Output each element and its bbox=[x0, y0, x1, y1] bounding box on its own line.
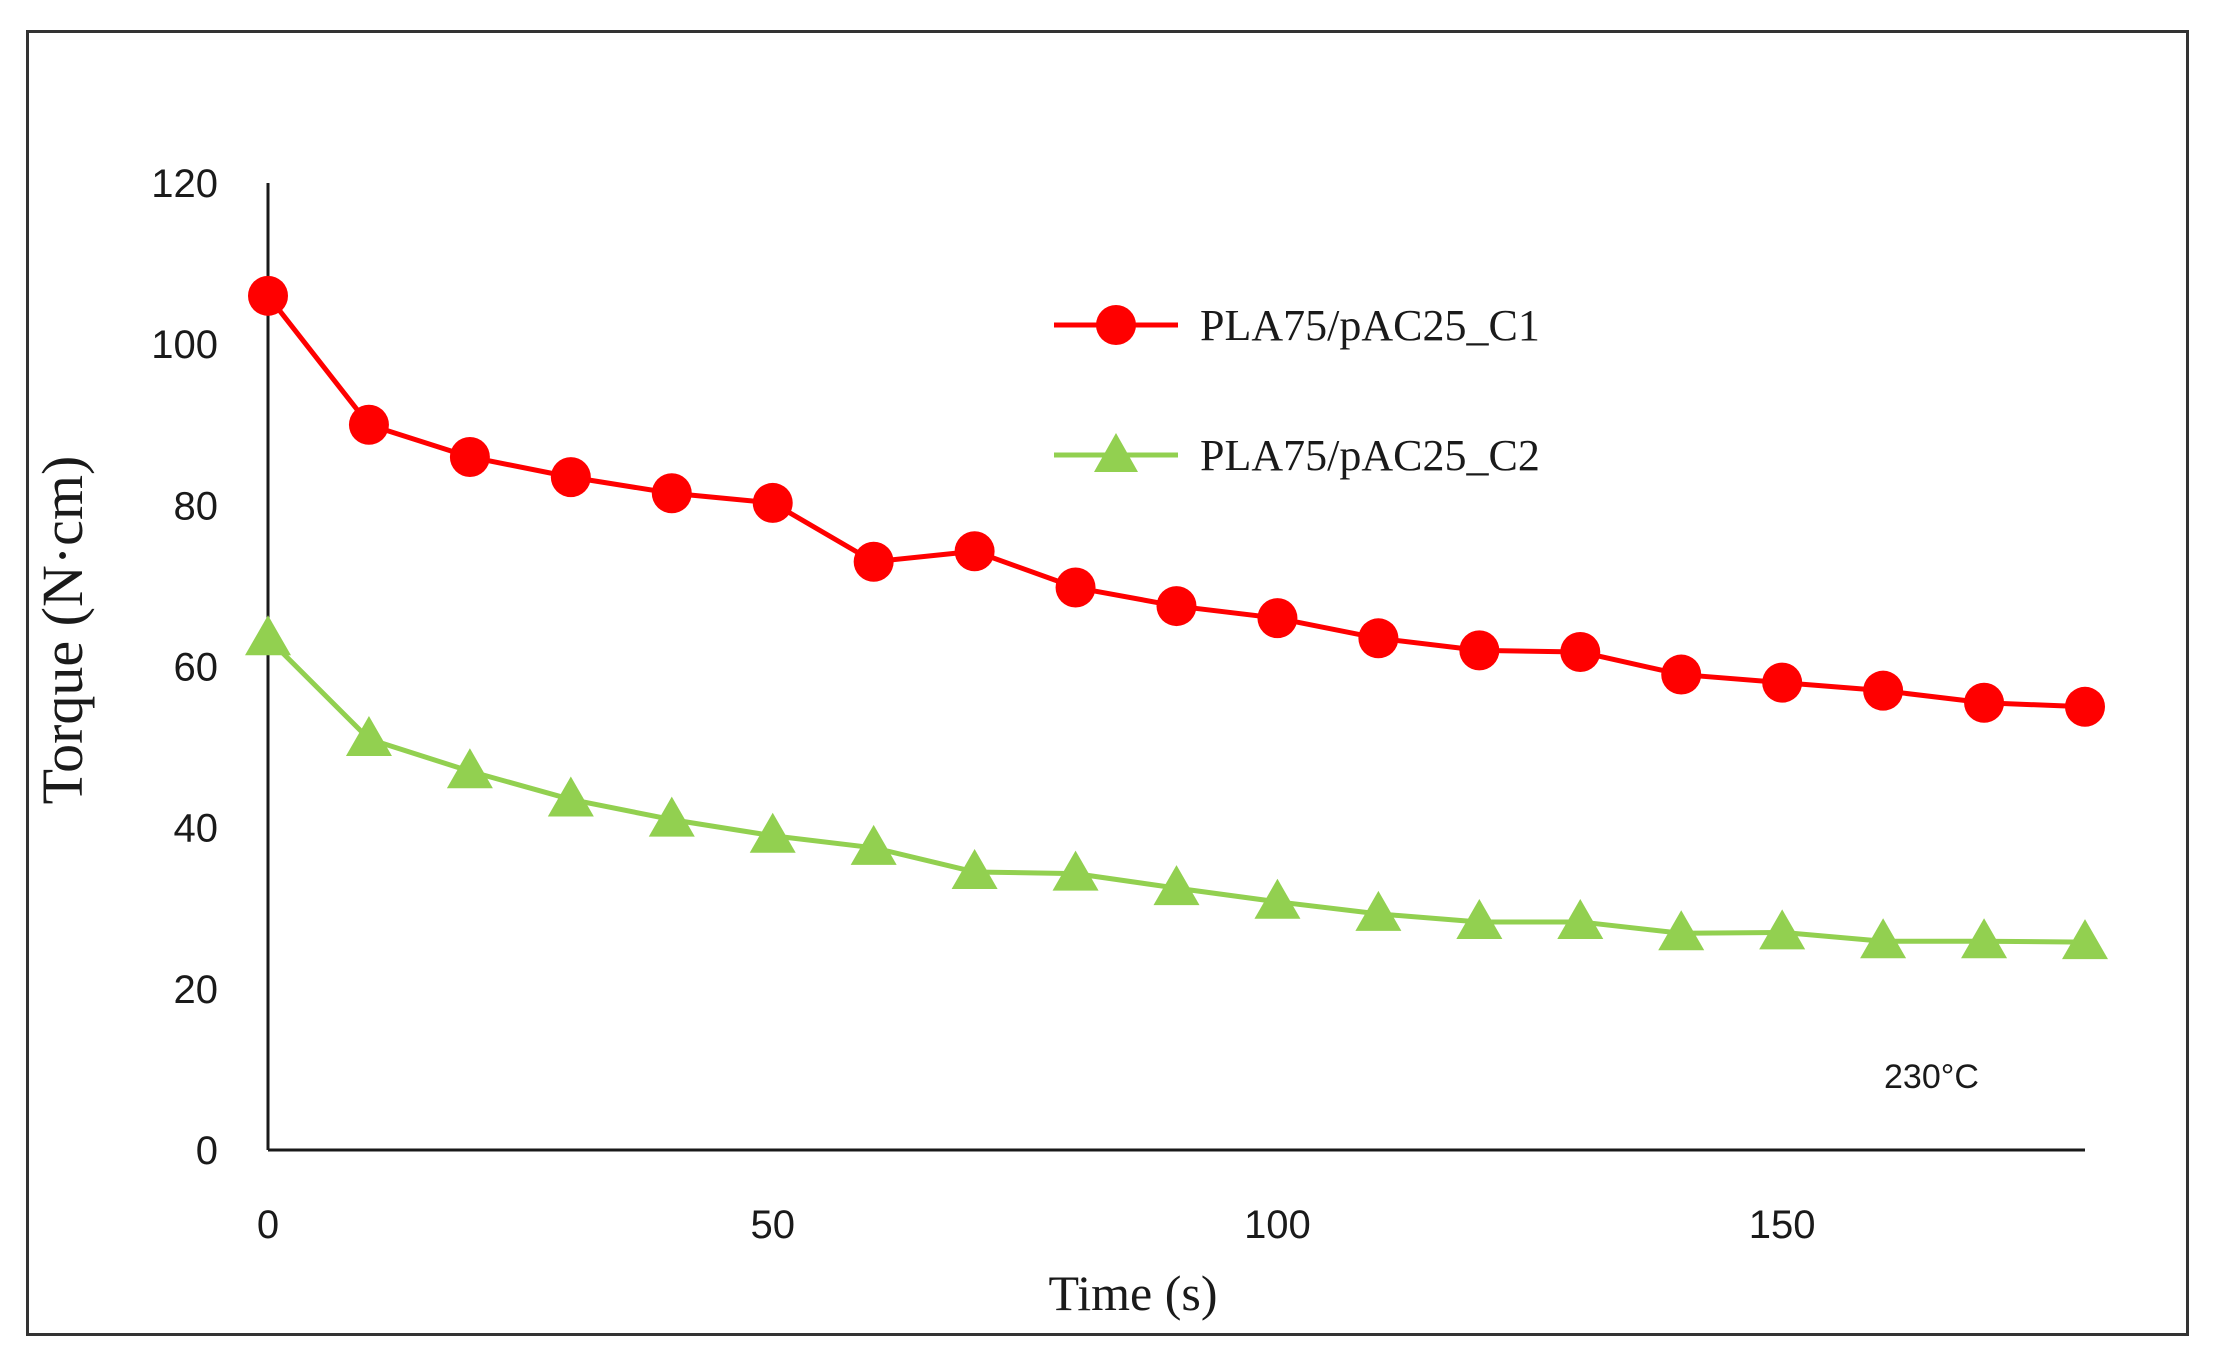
legend-label-c2: PLA75/pAC25_C2 bbox=[1200, 431, 1540, 480]
y-tick-label-40: 40 bbox=[174, 807, 219, 851]
data-point-s2-x130 bbox=[1557, 898, 1604, 939]
data-point-s2-x10 bbox=[345, 716, 392, 757]
data-point-s2-x50 bbox=[749, 812, 796, 853]
data-point-s1-x20 bbox=[449, 436, 490, 477]
temperature-annotation: 230°C bbox=[1884, 1058, 1979, 1096]
legend-marker-c2 bbox=[1094, 433, 1138, 472]
data-point-s2-x0 bbox=[245, 615, 291, 656]
data-point-s1-x0 bbox=[248, 275, 288, 316]
series-layer bbox=[245, 275, 2108, 960]
y-axis-title: Torque (N·cm) bbox=[30, 456, 95, 805]
data-point-s2-x150 bbox=[1759, 909, 1806, 950]
y-tick-label-80: 80 bbox=[174, 484, 219, 528]
legend-label-c1: PLA75/pAC25_C1 bbox=[1200, 301, 1540, 350]
data-point-s2-x160 bbox=[1860, 918, 1907, 959]
series-2 bbox=[245, 615, 2108, 960]
data-point-s2-x170 bbox=[1961, 918, 2008, 959]
axes bbox=[266, 183, 2085, 1152]
data-point-s2-x80 bbox=[1052, 850, 1099, 891]
data-point-s2-x140 bbox=[1658, 910, 1705, 951]
x-tick-label-150: 150 bbox=[1749, 1203, 1816, 1247]
data-point-s2-x40 bbox=[648, 796, 695, 837]
legend: PLA75/pAC25_C1 PLA75/pAC25_C2 bbox=[1054, 301, 1540, 480]
x-tick-label-50: 50 bbox=[750, 1203, 795, 1247]
y-tick-labels: 0 20 40 60 80 100 120 bbox=[151, 162, 218, 1173]
series-1 bbox=[248, 275, 2105, 727]
data-point-s1-x110 bbox=[1358, 618, 1399, 659]
x-axis-title: Time (s) bbox=[1048, 1265, 1217, 1321]
x-tick-label-0: 0 bbox=[257, 1203, 279, 1247]
y-tick-label-0: 0 bbox=[196, 1129, 218, 1173]
data-point-s1-x180 bbox=[2065, 686, 2105, 727]
x-tick-labels: 0 50 100 150 bbox=[257, 1203, 1816, 1247]
data-point-s1-x40 bbox=[651, 473, 692, 514]
data-point-s1-x120 bbox=[1459, 630, 1500, 671]
data-point-s1-x10 bbox=[348, 404, 389, 445]
data-point-s1-x50 bbox=[752, 482, 793, 523]
data-point-s1-x70 bbox=[954, 531, 995, 572]
data-point-s2-x30 bbox=[547, 776, 594, 817]
data-point-s1-x130 bbox=[1560, 631, 1601, 672]
y-tick-label-20: 20 bbox=[174, 968, 219, 1012]
y-tick-label-100: 100 bbox=[151, 323, 218, 367]
data-point-s1-x170 bbox=[1964, 682, 2005, 723]
data-point-s1-x80 bbox=[1055, 567, 1096, 608]
series-line-1 bbox=[266, 294, 2086, 710]
chart-frame bbox=[26, 30, 2189, 1336]
data-point-s2-x100 bbox=[1254, 878, 1301, 919]
data-point-s2-x180 bbox=[2062, 919, 2108, 960]
data-point-s2-x110 bbox=[1355, 890, 1402, 931]
data-point-s1-x30 bbox=[550, 457, 591, 498]
data-point-s2-x20 bbox=[446, 748, 493, 789]
legend-marker-c1 bbox=[1096, 305, 1136, 345]
data-point-s2-x70 bbox=[951, 848, 998, 889]
data-point-s2-x60 bbox=[850, 824, 897, 865]
y-tick-label-120: 120 bbox=[151, 162, 218, 206]
x-tick-label-100: 100 bbox=[1244, 1203, 1311, 1247]
data-point-s2-x120 bbox=[1456, 898, 1503, 939]
data-point-s1-x150 bbox=[1762, 662, 1803, 703]
data-point-s1-x160 bbox=[1863, 670, 1904, 711]
data-point-s1-x90 bbox=[1156, 586, 1197, 627]
data-point-s1-x60 bbox=[853, 541, 894, 582]
data-point-s2-x90 bbox=[1153, 865, 1200, 906]
data-point-s1-x100 bbox=[1257, 598, 1298, 639]
data-point-s1-x140 bbox=[1661, 654, 1702, 695]
y-tick-label-60: 60 bbox=[174, 646, 219, 690]
